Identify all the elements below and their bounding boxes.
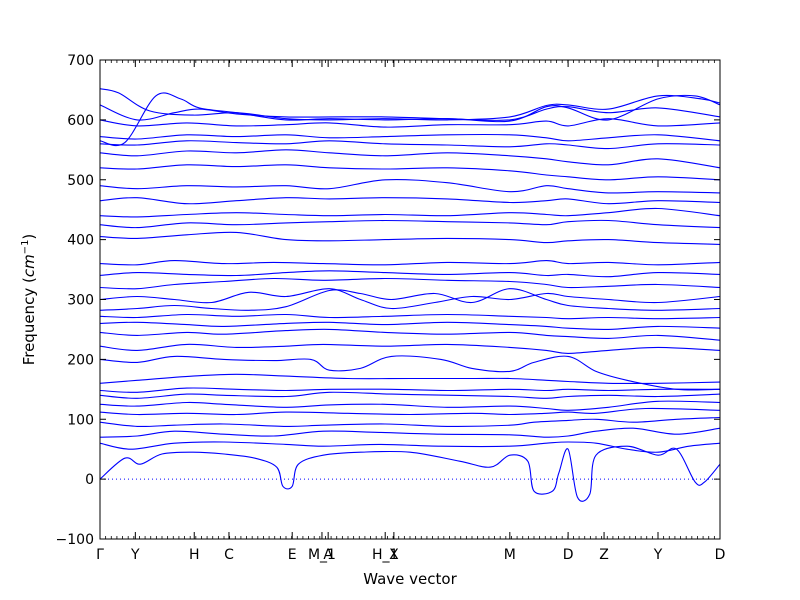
band-line-6 xyxy=(100,400,720,411)
band-line-12 xyxy=(100,328,720,341)
y-tick-label: 300 xyxy=(67,293,94,309)
band-line-29 xyxy=(100,118,720,128)
x-tick-label: H xyxy=(189,547,200,563)
series-layer xyxy=(100,88,720,502)
x-tick-label: H_1 xyxy=(372,547,398,563)
band-line-26 xyxy=(100,149,720,169)
band-line-20 xyxy=(100,231,720,245)
band-line-11 xyxy=(100,343,720,354)
x-axis-label: Wave vector xyxy=(363,570,457,588)
band-line-8 xyxy=(100,387,720,393)
y-axis-label-close: ) xyxy=(20,234,38,240)
band-line-10 xyxy=(100,355,720,391)
band-line-17 xyxy=(100,277,720,290)
y-tick-label: 600 xyxy=(67,113,94,129)
band-line-18 xyxy=(100,270,720,278)
band-line-2 xyxy=(100,441,720,453)
band-line-23 xyxy=(100,197,720,205)
y-axis-label-text: Frequency ( xyxy=(20,277,38,365)
band-line-7 xyxy=(100,391,720,399)
y-axis-label-exp: −1 xyxy=(20,240,31,255)
band-line-30 xyxy=(100,104,720,122)
band-line-19 xyxy=(100,260,720,266)
band-line-27 xyxy=(100,140,720,150)
band-line-21 xyxy=(100,219,720,229)
x-axis-ticks: Γ Y H C E M_1A H_1X M D Z Y D xyxy=(96,60,725,563)
x-tick-label: X xyxy=(389,547,399,563)
y-tick-label: 400 xyxy=(67,233,94,249)
x-tick-label: A xyxy=(323,547,333,563)
band-line-1 xyxy=(100,445,720,502)
band-line-15 xyxy=(100,288,720,311)
band-line-4 xyxy=(100,416,720,428)
band-line-32 xyxy=(100,92,720,147)
band-line-14 xyxy=(100,313,720,320)
x-tick-label: Y xyxy=(653,547,663,563)
y-tick-label: 100 xyxy=(67,412,94,428)
band-line-28 xyxy=(100,133,720,142)
x-tick-label: E xyxy=(288,547,297,563)
y-tick-label: 500 xyxy=(67,173,94,189)
x-tick-label: Z xyxy=(599,547,609,563)
band-line-16 xyxy=(100,288,720,310)
y-tick-label: 0 xyxy=(85,472,94,488)
band-line-3 xyxy=(100,427,720,438)
y-tick-label: 200 xyxy=(67,352,94,368)
x-tick-label: Y xyxy=(130,547,140,563)
x-tick-label: D xyxy=(715,547,726,563)
band-line-5 xyxy=(100,407,720,416)
x-tick-label: Γ xyxy=(96,547,104,563)
y-axis-ticks: −100 0 100 200 300 400 500 600 700 xyxy=(56,53,720,548)
band-line-25 xyxy=(100,164,720,181)
band-line-22 xyxy=(100,207,720,218)
band-line-13 xyxy=(100,321,720,331)
x-tick-label: C xyxy=(224,547,234,563)
y-axis-label: Frequency (cm−1) xyxy=(20,234,38,366)
x-tick-label: M_1 xyxy=(308,547,336,563)
x-tick-label: D xyxy=(563,547,574,563)
band-line-9 xyxy=(100,373,720,385)
y-tick-label: −100 xyxy=(56,532,94,548)
band-line-24 xyxy=(100,179,720,194)
x-tick-label: M xyxy=(504,547,516,563)
y-axis-label-unit: cm xyxy=(20,254,38,277)
y-tick-label: 700 xyxy=(67,53,94,69)
